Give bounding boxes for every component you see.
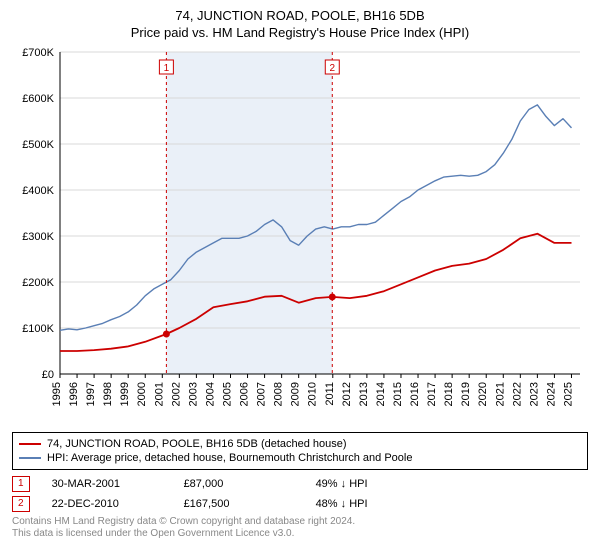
event-delta: 49% ↓ HPI (316, 478, 426, 490)
event-date: 22-DEC-2010 (52, 498, 162, 510)
legend-row: HPI: Average price, detached house, Bour… (19, 451, 581, 465)
svg-text:2009: 2009 (290, 382, 302, 406)
event-delta: 48% ↓ HPI (316, 498, 426, 510)
svg-text:1996: 1996 (68, 382, 80, 406)
svg-text:2006: 2006 (239, 382, 251, 406)
chart-title-sub: Price paid vs. HM Land Registry's House … (12, 25, 588, 40)
svg-text:£400K: £400K (22, 185, 54, 197)
svg-text:2010: 2010 (307, 382, 319, 406)
svg-text:1997: 1997 (85, 382, 97, 406)
svg-text:2023: 2023 (528, 382, 540, 406)
svg-text:2001: 2001 (153, 382, 165, 406)
svg-text:2: 2 (329, 63, 335, 74)
line-chart-svg: £0 £100K £200K £300K £400K £500K £600K £700K 199… (12, 46, 588, 426)
svg-text:2000: 2000 (136, 382, 148, 406)
svg-text:£700K: £700K (22, 47, 54, 59)
svg-text:1998: 1998 (102, 382, 114, 406)
svg-text:2024: 2024 (545, 382, 557, 406)
svg-text:2004: 2004 (204, 382, 216, 406)
svg-text:£200K: £200K (22, 277, 54, 289)
legend-swatch (19, 457, 41, 459)
svg-text:2014: 2014 (375, 382, 387, 406)
svg-text:2017: 2017 (426, 382, 438, 406)
svg-text:2003: 2003 (187, 382, 199, 406)
chart-title-address: 74, JUNCTION ROAD, POOLE, BH16 5DB (12, 8, 588, 23)
svg-text:£600K: £600K (22, 93, 54, 105)
event-badge: 1 (12, 476, 30, 492)
svg-text:2015: 2015 (392, 382, 404, 406)
svg-text:2019: 2019 (460, 382, 472, 406)
event-date: 30-MAR-2001 (52, 478, 162, 490)
legend-label: HPI: Average price, detached house, Bour… (47, 451, 412, 465)
svg-text:2012: 2012 (341, 382, 353, 406)
svg-text:£100K: £100K (22, 323, 54, 335)
license-text: Contains HM Land Registry data © Crown c… (12, 516, 588, 540)
svg-text:£300K: £300K (22, 231, 54, 243)
svg-text:2025: 2025 (562, 382, 574, 406)
legend-row: 74, JUNCTION ROAD, POOLE, BH16 5DB (deta… (19, 437, 581, 451)
event-badge: 2 (12, 496, 30, 512)
svg-text:2018: 2018 (443, 382, 455, 406)
svg-text:2020: 2020 (477, 382, 489, 406)
svg-text:1995: 1995 (51, 382, 63, 406)
svg-text:2013: 2013 (358, 382, 370, 406)
event-price: £87,000 (184, 478, 294, 490)
legend-label: 74, JUNCTION ROAD, POOLE, BH16 5DB (deta… (47, 437, 347, 451)
svg-text:2021: 2021 (494, 382, 506, 406)
svg-text:2011: 2011 (324, 382, 336, 406)
chart-area: £0 £100K £200K £300K £400K £500K £600K £700K 199… (12, 46, 588, 426)
svg-text:2005: 2005 (221, 382, 233, 406)
svg-text:2002: 2002 (170, 382, 182, 406)
svg-text:£500K: £500K (22, 139, 54, 151)
svg-text:2016: 2016 (409, 382, 421, 406)
svg-text:2008: 2008 (273, 382, 285, 406)
event-row: 2 22-DEC-2010 £167,500 48% ↓ HPI (12, 496, 588, 512)
svg-text:£0: £0 (42, 369, 54, 381)
svg-text:2022: 2022 (511, 382, 523, 406)
event-price: £167,500 (184, 498, 294, 510)
event-row: 1 30-MAR-2001 £87,000 49% ↓ HPI (12, 476, 588, 492)
legend-swatch (19, 443, 41, 445)
svg-text:1: 1 (164, 63, 170, 74)
svg-text:2007: 2007 (256, 382, 268, 406)
event-table: 1 30-MAR-2001 £87,000 49% ↓ HPI 2 22-DEC-2010… (12, 476, 588, 512)
license-line-1: Contains HM Land Registry data © Crown c… (12, 516, 588, 528)
svg-text:1999: 1999 (119, 382, 131, 406)
legend: 74, JUNCTION ROAD, POOLE, BH16 5DB (deta… (12, 432, 588, 470)
license-line-2: This data is licensed under the Open Gov… (12, 528, 588, 540)
